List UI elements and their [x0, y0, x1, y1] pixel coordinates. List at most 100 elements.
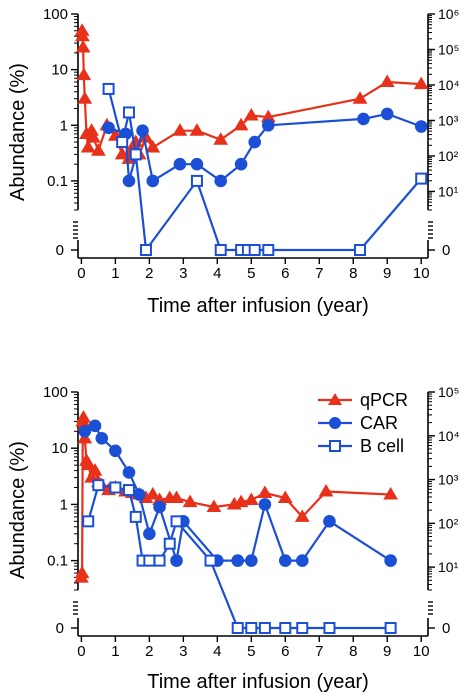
y2-tick-label: 10⁴ — [438, 428, 460, 444]
qpcr-point — [233, 494, 249, 508]
qpcr-point — [206, 499, 222, 513]
car-point — [153, 500, 166, 514]
y-axis-title: Abundance (%) — [7, 441, 29, 579]
qpcr-point — [87, 463, 103, 476]
qpcr-point — [76, 67, 92, 81]
bcell-point — [82, 515, 95, 528]
qpcr-point — [77, 91, 93, 104]
x-tick-label: 0 — [77, 265, 85, 282]
car-point — [234, 157, 248, 171]
y-tick-label: 100 — [43, 384, 68, 401]
bcell-point — [122, 106, 135, 119]
y-tick-label: 10 — [51, 440, 68, 457]
x-tick-label: 4 — [213, 643, 221, 660]
bcell-point — [92, 479, 105, 492]
qpcr-point — [379, 74, 395, 88]
qpcr-point — [213, 132, 229, 145]
x-tick-label: 3 — [179, 265, 187, 282]
y-tick-label: 10 — [51, 62, 68, 79]
x-tick-label: 2 — [145, 643, 153, 660]
x-tick-label: 10 — [413, 265, 430, 282]
x-tick-label: 6 — [281, 643, 289, 660]
qpcr-point — [257, 485, 273, 498]
x-tick-label: 8 — [349, 265, 357, 282]
x-tick-label: 1 — [111, 643, 119, 660]
car-point — [109, 444, 122, 458]
y2-tick-label: 10² — [438, 148, 459, 164]
bcell-point — [214, 244, 227, 256]
qpcr-point — [233, 117, 249, 131]
y-zero-label: 0 — [56, 242, 64, 259]
y2-tick-label: 10² — [438, 515, 459, 531]
bcell-point — [102, 82, 115, 95]
x-axis-title: Time after infusion (year) — [147, 671, 369, 693]
bcell-point — [245, 622, 258, 634]
x-tick-label: 10 — [413, 643, 430, 660]
qpcr-point — [172, 123, 188, 136]
qpcr-point — [243, 492, 259, 506]
legend-label-bcell: B cell — [360, 436, 404, 456]
y2-tick-label: 10³ — [438, 472, 459, 488]
car-point — [295, 554, 309, 567]
bcell-point — [323, 622, 336, 634]
y2-zero-label: 0 — [442, 242, 450, 259]
bcell-point — [231, 622, 244, 634]
bcell-point — [262, 244, 275, 256]
bcell-point — [354, 244, 367, 256]
qpcr-point — [145, 139, 161, 153]
y2-tick-label: 10⁴ — [438, 77, 460, 93]
bcell-point — [116, 136, 129, 149]
y-zero-label: 0 — [56, 620, 64, 637]
legend-marker-bcell — [329, 440, 341, 452]
x-tick-label: 7 — [315, 643, 323, 660]
qpcr-point — [182, 494, 198, 508]
bcell-point — [190, 174, 203, 187]
y2-tick-label: 10¹ — [438, 559, 459, 575]
bcell-point — [139, 244, 152, 256]
y2-tick-label: 10⁵ — [438, 41, 459, 57]
x-tick-label: 6 — [281, 265, 289, 282]
x-axis-title: Time after infusion (year) — [147, 295, 369, 317]
car-point — [278, 554, 292, 567]
x-tick-label: 9 — [383, 265, 391, 282]
car-line — [108, 112, 422, 182]
car-point — [258, 498, 272, 511]
car-point — [214, 174, 228, 188]
qpcr-point — [114, 146, 130, 160]
y-tick-label: 1 — [60, 496, 68, 513]
legend-marker-qpcr — [328, 393, 342, 405]
x-tick-label: 9 — [383, 643, 391, 660]
bcell-point — [153, 554, 166, 567]
legend-label-qpcr: qPCR — [360, 390, 408, 410]
chart-panel-top: 0 1 2 3 4 5 6 7 8 9 10 0.1 1 10 100 0 10¹ 10² 10³ 10⁴ 10⁵ 10⁶… — [7, 6, 460, 317]
bcell-point — [129, 510, 142, 523]
qpcr-point — [243, 107, 259, 121]
y-tick-label: 0.1 — [47, 173, 68, 190]
car-point — [136, 124, 149, 137]
car-point — [231, 554, 245, 567]
car-point — [95, 432, 109, 445]
car-point — [245, 554, 258, 567]
bcell-point — [279, 622, 292, 634]
car-point — [323, 515, 336, 528]
y-tick-label: 100 — [43, 6, 68, 23]
bcell-point — [415, 172, 428, 185]
qpcr-point — [145, 487, 161, 500]
qpcr-point — [75, 28, 90, 42]
x-tick-label: 5 — [247, 265, 255, 282]
car-point — [261, 118, 275, 132]
qpcr-point — [413, 76, 429, 90]
qpcr-point — [352, 91, 368, 104]
y-tick-label: 1 — [60, 117, 68, 134]
bcell-point — [143, 554, 156, 567]
y2-tick-label: 10³ — [438, 112, 459, 128]
qpcr-point — [75, 40, 91, 53]
chart-panel-bottom: 0 1 2 3 4 5 6 7 8 9 10 0.1 1 10 100 0 10¹ 10² 10³ 10⁴ 10⁵ 0 Ti… — [7, 384, 460, 693]
bcell-point — [296, 622, 309, 634]
y2-zero-label: 0 — [442, 620, 450, 637]
bcell-point — [129, 148, 142, 161]
bcell-line — [107, 88, 423, 252]
y2-tick-label: 10¹ — [438, 183, 459, 199]
legend-marker-car — [329, 417, 341, 429]
